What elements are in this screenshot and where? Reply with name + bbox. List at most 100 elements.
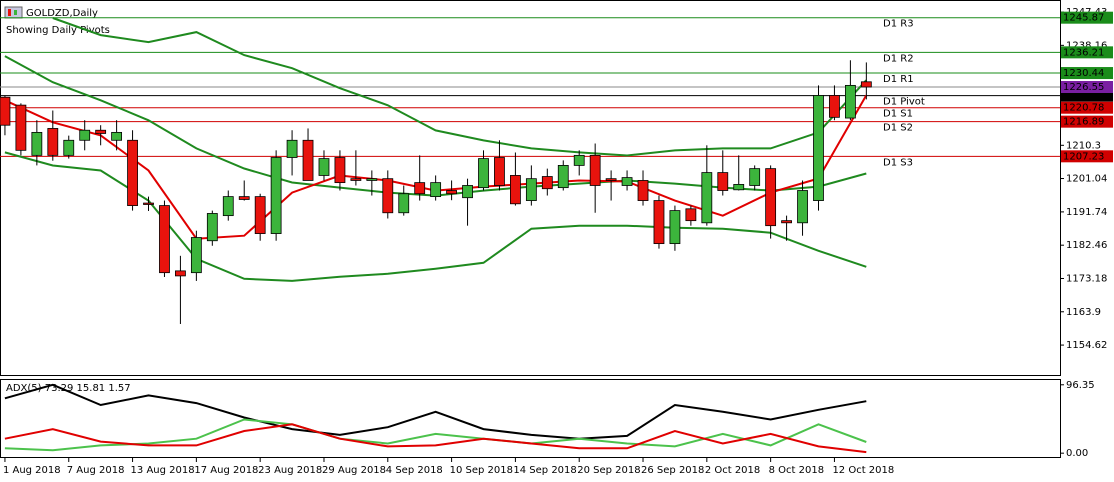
adx-y-tick-label: 0.00 [1066,448,1088,459]
candle-body [127,139,138,206]
candle-body [206,213,218,242]
adx-line [4,423,867,454]
price-box [1061,115,1113,128]
candle-body [222,196,234,217]
pivot-label: D1 R1 [883,74,914,85]
candle-body [860,81,872,88]
candle-body [302,139,314,181]
axis-layer: 1247.431238.161210.31201.041191.741182.4… [3,7,1113,476]
candle-body [621,177,633,186]
x-tick-label: 8 Oct 2018 [769,465,824,476]
x-tick-label: 13 Aug 2018 [131,465,195,476]
candle-body [573,154,585,166]
symbol-icon [4,6,23,19]
candle-body [478,158,489,189]
candle-body [175,270,186,277]
price-box [1061,150,1113,163]
pivot-label: D1 R2 [883,53,914,64]
candle-body [190,237,202,274]
x-tick-label: 12 Oct 2018 [832,465,894,476]
pivot-value: 1236.21 [1063,47,1104,58]
candle-body [557,164,569,189]
x-tick-label: 7 Aug 2018 [67,465,125,476]
indicator-layer [4,17,868,454]
price-box [1061,46,1113,59]
pivot-value: 1245.87 [1063,13,1104,24]
adx-y-tick-label: 96.35 [1066,380,1095,391]
y-tick-label: 1201.04 [1066,174,1107,185]
pivot-label: D1 Pivot [883,97,925,108]
candle-body [669,210,681,245]
price-value: 1226.55 [1063,82,1104,93]
candle-body [286,139,298,158]
adx-title: ADX(5) 73.29 15.81 1.57 [6,383,131,394]
candle-body [366,178,378,181]
y-tick-label: 1163.9 [1066,307,1101,318]
candle-body [270,157,282,234]
y-tick-label: 1154.62 [1066,340,1107,351]
candle-body [781,220,792,224]
candle-body [653,200,665,245]
candle-body [701,172,713,224]
pivot-label: D1 S1 [883,109,913,120]
main-panel [0,0,1061,376]
candle-body [79,129,91,141]
candle-body [159,205,170,274]
candle-body [813,95,824,201]
x-tick-label: 10 Sep 2018 [450,465,513,476]
candle-body [525,178,537,201]
x-tick-label: 23 Aug 2018 [258,465,322,476]
pivot-label: D1 S2 [883,123,913,134]
candle-body [494,157,505,186]
pivot-value: 1220.78 [1063,103,1104,114]
price-box [1061,101,1113,114]
candle-body [605,178,617,181]
candle-body [254,196,266,234]
candle-body [685,208,697,222]
x-tick-label: 20 Sep 2018 [577,465,640,476]
price-box [1061,11,1113,24]
candle-body [765,168,777,227]
candle-body [510,175,521,205]
candle-body [398,193,410,214]
x-tick-label: 29 Aug 2018 [322,465,386,476]
x-tick-label: 2 Oct 2018 [705,465,760,476]
x-tick-label: 1 Aug 2018 [3,465,61,476]
adx-line [4,418,867,452]
candle-body [589,154,601,186]
candle-body [462,185,473,199]
candle-body [797,190,808,224]
candle-body [382,178,394,214]
candle-body [717,172,729,191]
y-tick-label: 1182.46 [1066,240,1107,251]
candle-body [334,157,346,184]
adx-panel [0,379,1061,458]
y-tick-label: 1210.3 [1066,140,1101,151]
x-tick-label: 4 Sep 2018 [386,465,443,476]
price-box [1061,81,1113,94]
candle-body [829,95,840,118]
candle-body [844,84,856,119]
y-tick-label: 1238.16 [1066,40,1107,51]
adx-line [4,383,867,440]
x-tick-label: 14 Sep 2018 [513,465,576,476]
candle-body [637,180,649,201]
y-tick-label: 1173.18 [1066,273,1107,284]
candle-body [47,128,59,156]
candle-body [350,178,362,181]
candle-body [733,184,745,191]
candle-body [238,196,250,200]
pivot-value: 1224.15 [1063,91,1104,102]
y-tick-label: 1191.74 [1066,207,1107,218]
candle-body [95,129,107,134]
candle-body [430,182,442,198]
pivot-value: 1207.23 [1063,151,1104,162]
candle-body [318,158,330,176]
pivot-value: 1230.44 [1063,68,1104,79]
price-box [1061,67,1113,80]
indicator-line [52,17,868,157]
pivot-label: D1 S3 [883,157,913,168]
candle-body [31,131,43,156]
